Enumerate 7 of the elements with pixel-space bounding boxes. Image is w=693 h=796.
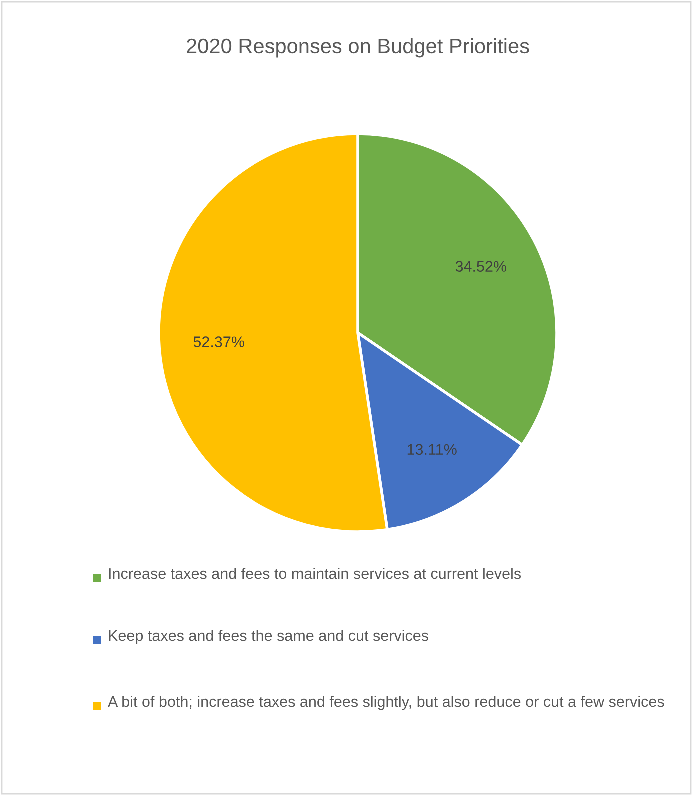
chart-title: 2020 Responses on Budget Priorities [187,38,530,58]
legend-label: Increase taxes and fees to maintain services at current levels [109,568,521,580]
legend-label: A bit of both; increase taxes and fees slightly, but also reduce or cut a few services [108,696,664,710]
data-label: 13.11% [408,444,457,456]
data-label: 34.52% [456,261,507,272]
legend-label: Keep taxes and fees the same and cut services [109,630,428,644]
data-label: 52.37% [194,336,244,348]
